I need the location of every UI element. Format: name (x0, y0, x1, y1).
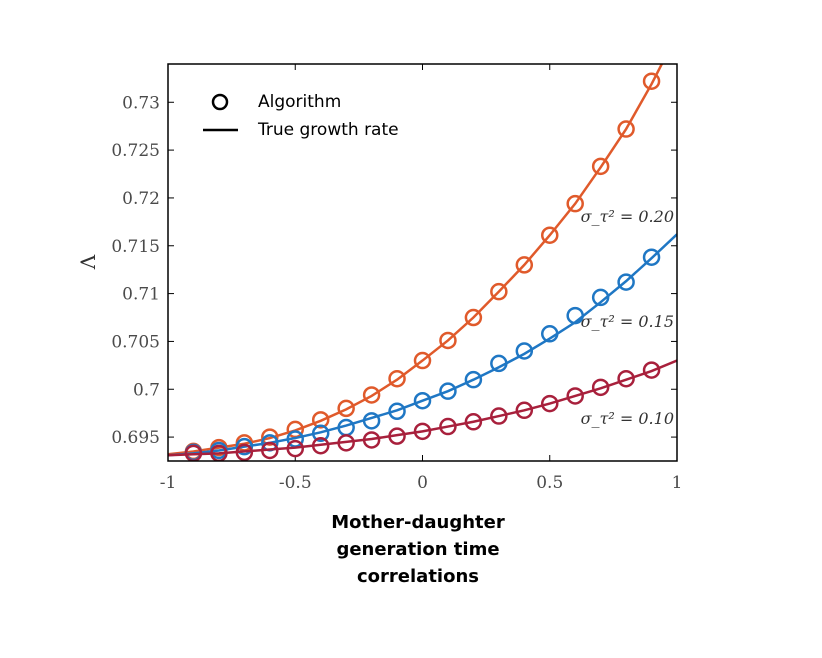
data-point-020 (261, 428, 279, 446)
data-point-020 (515, 256, 534, 274)
data-point-020 (413, 351, 432, 370)
x-axis-label: Mother-daughter generation time correlat… (331, 512, 505, 587)
y-tick-label: 0.71 (122, 285, 160, 305)
y-tick-label: 0.705 (111, 332, 160, 352)
data-point-015 (591, 288, 610, 307)
data-point-015 (642, 248, 661, 266)
x-axis-label-line-1: Mother-daughter (331, 512, 505, 533)
y-tick-label: 0.695 (111, 428, 160, 448)
data-point-010 (413, 422, 432, 441)
data-point-020 (362, 386, 381, 404)
series-010 (168, 359, 677, 461)
series-label-sigma-015: σ_τ² = 0.15 (581, 312, 674, 331)
series-label-sigma-020: σ_τ² = 0.20 (581, 207, 674, 226)
data-point-010 (642, 361, 661, 379)
legend: Algorithm True growth rate (203, 92, 399, 140)
data-point-010 (311, 436, 330, 455)
data-point-010 (617, 369, 635, 388)
data-point-010 (388, 427, 406, 445)
data-point-020 (311, 411, 330, 429)
y-axis-label: Λ (76, 254, 100, 270)
x-tick-label: -0.5 (279, 473, 312, 493)
series-layer (168, 64, 677, 461)
data-point-015 (515, 342, 534, 360)
x-tick-label: 0.5 (536, 473, 563, 493)
data-point-015 (311, 424, 330, 443)
legend-label-true-growth-rate: True growth rate (257, 120, 399, 140)
data-point-015 (439, 382, 457, 400)
series-labels: σ_τ² = 0.20 σ_τ² = 0.15 σ_τ² = 0.10 (581, 207, 674, 428)
y-tick-label: 0.73 (122, 93, 160, 113)
legend-circle-marker (211, 93, 229, 111)
x-axis-label-line-2: generation time (336, 539, 499, 560)
data-point-010 (490, 407, 508, 425)
data-point-020 (464, 308, 483, 327)
data-point-020 (490, 282, 508, 301)
data-point-020 (541, 226, 559, 244)
data-point-015 (413, 391, 432, 410)
data-point-010 (541, 394, 559, 413)
y-tick-label: 0.72 (122, 189, 160, 209)
x-tick-label: 1 (672, 473, 683, 493)
x-tick-label: -1 (160, 473, 177, 493)
data-point-015 (362, 412, 381, 430)
series-label-sigma-010: σ_τ² = 0.10 (581, 409, 674, 428)
data-point-010 (261, 441, 279, 460)
data-point-020 (337, 399, 355, 418)
series-015 (168, 233, 677, 461)
data-point-015 (617, 273, 635, 291)
data-point-020 (642, 72, 661, 90)
data-point-010 (591, 378, 610, 397)
data-point-020 (617, 120, 635, 138)
data-point-015 (464, 370, 483, 389)
data-point-010 (439, 417, 457, 436)
x-axis-label-line-3: correlations (357, 566, 479, 587)
data-point-010 (515, 401, 534, 420)
axes (167, 64, 678, 461)
y-tick-label: 0.715 (111, 237, 160, 257)
data-point-015 (566, 306, 584, 325)
data-point-015 (235, 437, 254, 456)
data-point-015 (388, 402, 406, 421)
plot-frame (167, 63, 678, 462)
data-point-020 (439, 331, 457, 350)
y-tick-label: 0.7 (133, 380, 160, 400)
tick-labels: -1 -0.5 0 0.5 1 0.695 0.7 0.705 0.71 0.715 0.72 0.7… (111, 93, 682, 493)
data-point-020 (388, 369, 406, 388)
data-point-010 (464, 413, 483, 431)
data-point-010 (362, 431, 381, 449)
x-tick-label: 0 (417, 473, 428, 493)
legend-label-algorithm: Algorithm (258, 92, 341, 112)
data-point-020 (566, 194, 584, 213)
data-point-015 (490, 354, 508, 373)
data-point-010 (337, 434, 355, 452)
data-point-010 (566, 387, 584, 405)
data-point-010 (286, 439, 304, 458)
data-point-015 (541, 325, 559, 343)
data-point-020 (591, 157, 610, 176)
y-tick-label: 0.725 (111, 141, 160, 161)
data-point-010 (235, 443, 254, 461)
